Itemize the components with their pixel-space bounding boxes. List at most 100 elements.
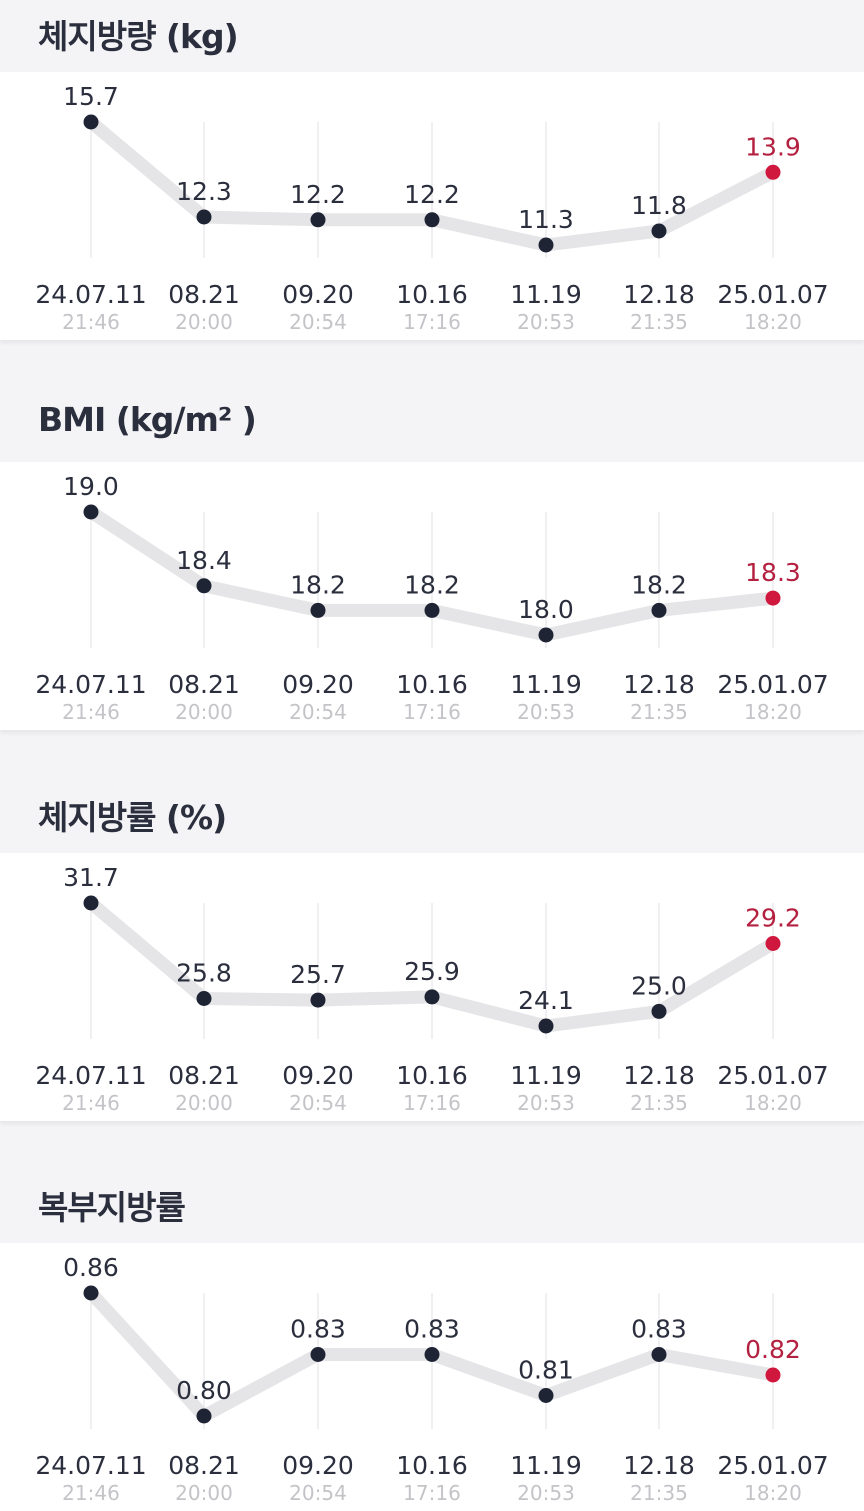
x-time-label: 21:35 [630,700,688,724]
value-label: 24.1 [518,986,574,1015]
fat-mass-chart-card[interactable]: 15.7 12.3 12.2 12.2 11.3 11.8 13.9 24.07.11 21:4… [0,72,864,340]
value-label: 25.7 [290,960,346,989]
latest-data-point [765,164,781,180]
x-date-label: 24.07.11 [35,670,146,699]
x-date-label: 24.07.11 [35,1061,146,1090]
value-label: 18.3 [745,558,801,587]
value-label: 18.4 [176,546,232,575]
data-point [424,602,440,618]
x-time-label: 18:20 [744,1091,802,1115]
value-label: 31.7 [63,863,119,892]
data-point [424,1347,440,1362]
x-date-label: 12.18 [623,670,695,699]
x-time-label: 17:16 [403,1091,461,1115]
data-point [651,1347,667,1362]
data-point [310,1347,326,1362]
x-date-label: 08.21 [168,280,240,309]
x-time-label: 20:00 [175,310,233,334]
value-label: 18.2 [290,570,346,599]
data-point [310,212,326,228]
value-label: 0.82 [745,1335,801,1364]
x-date-label: 25.01.07 [717,1061,828,1090]
body-fat-percent-title: 체지방률 (%) [38,798,227,837]
value-label: 0.83 [404,1315,460,1344]
value-label: 12.3 [176,177,232,206]
x-date-label: 09.20 [282,670,354,699]
value-label: 29.2 [745,904,801,933]
x-time-label: 21:35 [630,310,688,334]
value-label: 18.2 [631,570,687,599]
value-label: 0.83 [290,1315,346,1344]
x-time-label: 20:54 [289,1091,347,1115]
abdominal-fat-chart: 0.86 0.80 0.83 0.83 0.81 0.83 0.82 24.07.1121:4… [35,1253,828,1505]
data-point [424,989,440,1005]
section-header: BMI (kg/m² ) [0,390,864,462]
data-point [538,627,554,643]
value-label: 13.9 [745,132,801,161]
value-label: 18.0 [518,595,574,624]
x-date-label: 11.19 [510,1061,582,1090]
x-date-label: 10.16 [396,1061,468,1090]
data-point [651,1003,667,1019]
x-date-label: 08.21 [168,1451,240,1480]
data-point [83,895,99,911]
data-point [310,602,326,618]
body-fat-percent-chart: 31.7 25.8 25.7 25.9 24.1 25.0 29.2 24.07.1121:4… [35,863,828,1115]
x-time-label: 20:53 [517,1091,575,1115]
bmi-title: BMI (kg/m² ) [38,400,257,439]
value-label: 15.7 [63,82,119,111]
latest-data-point [765,590,781,606]
x-date-label: 08.21 [168,670,240,699]
x-time-label: 20:53 [517,1481,575,1505]
x-date-label: 08.21 [168,1061,240,1090]
x-time-label: 20:54 [289,1481,347,1505]
data-point [538,237,554,253]
data-point [310,992,326,1008]
abdominal-fat-chart-card[interactable]: 0.86 0.80 0.83 0.83 0.81 0.83 0.82 24.07.11 21:4… [0,1243,864,1511]
x-date-label: 11.19 [510,670,582,699]
value-label: 18.2 [404,570,460,599]
x-time-label: 18:20 [744,1481,802,1505]
value-label: 25.0 [631,971,687,1000]
x-date-label: 25.01.07 [717,280,828,309]
x-time-label: 21:46 [62,1481,120,1505]
x-time-label: 21:35 [630,1091,688,1115]
x-date-label: 12.18 [623,280,695,309]
latest-data-point [765,1367,781,1383]
x-time-label: 20:00 [175,1481,233,1505]
x-date-label: 11.19 [510,1451,582,1480]
value-label: 11.3 [518,205,574,234]
x-time-label: 21:46 [62,1091,120,1115]
value-label: 12.2 [290,180,346,209]
x-time-label: 20:54 [289,310,347,334]
latest-data-point [765,936,781,951]
x-time-label: 17:16 [403,310,461,334]
abdominal-fat-title: 복부지방률 [38,1188,186,1227]
x-time-label: 18:20 [744,700,802,724]
value-label: 12.2 [404,180,460,209]
x-date-label: 09.20 [282,1451,354,1480]
data-point [196,209,212,225]
x-time-label: 20:54 [289,700,347,724]
value-label: 25.8 [176,959,232,988]
fat-mass-chart: 15.7 12.3 12.2 12.2 11.3 11.8 13.9 24.07.1121:4… [35,82,828,334]
section-header: 체지방률 (%) [0,781,864,853]
bmi-chart-card[interactable]: 19.0 18.4 18.2 18.2 18.0 18.2 18.3 24.07.11 21:4… [0,462,864,730]
section-header: 복부지방률 [0,1171,864,1243]
x-time-label: 17:16 [403,700,461,724]
x-time-label: 20:00 [175,1091,233,1115]
x-date-label: 09.20 [282,1061,354,1090]
data-point [538,1018,554,1034]
data-point [83,504,99,520]
x-time-label: 21:46 [62,700,120,724]
x-date-label: 24.07.11 [35,280,146,309]
x-date-label: 24.07.11 [35,1451,146,1480]
value-label: 0.83 [631,1315,687,1344]
x-time-label: 21:35 [630,1481,688,1505]
x-date-label: 25.01.07 [717,1451,828,1480]
x-date-label: 10.16 [396,670,468,699]
fat-mass-title: 체지방량 (kg) [38,17,239,56]
x-date-label: 09.20 [282,280,354,309]
value-label: 0.81 [518,1356,574,1385]
body-fat-percent-chart-card[interactable]: 31.7 25.8 25.7 25.9 24.1 25.0 29.2 24.07.11 21:4… [0,853,864,1121]
